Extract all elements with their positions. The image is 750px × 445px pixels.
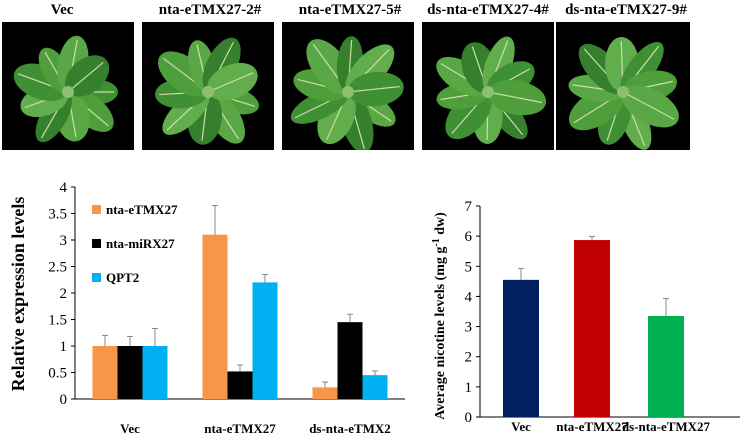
chart2-y-tick-label: 5	[465, 259, 473, 275]
chart1-legend-swatch	[92, 239, 101, 248]
chart1-bar	[337, 322, 363, 399]
photo-label-ds-nta-etmx27-9: ds-nta-eTMX27-9#	[565, 2, 687, 18]
chart2-y-tick-label: 3	[465, 320, 473, 336]
plant-photo-ds-nta-etmx27-4	[422, 22, 554, 150]
chart1-x-tick-label: Vec	[120, 421, 140, 436]
chart1-legend-label: nta-eTMX27	[106, 202, 178, 217]
chart1-bar	[202, 234, 228, 399]
chart2-bar	[648, 316, 684, 417]
leaf-vein	[347, 85, 400, 93]
chart1-y-tick-label: 3	[60, 233, 68, 249]
chart1-x-tick-label: ds-nta-eTMX2	[309, 421, 391, 436]
chart2-y-tick-label: 7	[465, 199, 473, 215]
chart1-bar	[117, 346, 143, 399]
leaf-vein	[207, 72, 254, 93]
chart2-x-tick-label: Vec	[511, 419, 531, 434]
chart1-y-tick-label: 0	[60, 392, 68, 408]
chart2-y-tick-label: 4	[465, 289, 473, 305]
photo-label-ds-nta-etmx27-4: ds-nta-eTMX27-4#	[427, 2, 549, 18]
chart2-y-axis-label: Average nicotine levels (mg g-1 dw)	[431, 212, 449, 420]
chart1-y-tick-label: 4	[60, 180, 68, 196]
chart1-legend-swatch	[92, 205, 101, 214]
plant-photo-nta-etmx27-5	[282, 22, 414, 150]
chart1-y-tick-label: 1	[60, 339, 68, 355]
chart1-bar	[312, 387, 338, 399]
plant-center	[482, 86, 494, 98]
chart1-bar	[252, 282, 278, 399]
leaf-vein	[67, 61, 104, 93]
chart2-x-tick-label: nta-eTMX27	[556, 419, 628, 434]
photo-label-vec: Vec	[50, 2, 74, 18]
chart1-y-tick-label: 3.5	[48, 207, 67, 223]
chart1-bar	[362, 375, 388, 399]
plant-photo-vec	[2, 22, 134, 150]
chart2-x-tick-label: ds-nta-eTMX27	[622, 419, 711, 434]
chart1-bar	[142, 346, 168, 399]
chart2-y-tick-label: 0	[465, 410, 473, 426]
chart1-y-tick-label: 1.5	[48, 313, 67, 329]
chart1-bar	[92, 346, 118, 399]
plant-center	[202, 86, 214, 98]
chart2-bar	[574, 240, 610, 417]
chart2-y-tick-label: 6	[465, 229, 473, 245]
plant-photo-nta-etmx27-2	[142, 22, 274, 150]
plant-center	[617, 86, 629, 98]
chart2-y-tick-label: 1	[465, 380, 473, 396]
chart1-y-axis-label: Relative expression levels	[8, 197, 28, 392]
chart2-bar	[503, 279, 539, 417]
chart2-y-tick-label: 2	[465, 350, 473, 366]
leaf-vein	[487, 91, 543, 104]
leaf-vein	[622, 91, 675, 120]
chart1-legend-label: nta-miRX27	[106, 236, 175, 251]
photo-label-nta-etmx27-2: nta-eTMX27-2#	[158, 2, 262, 18]
chart1-x-tick-label: nta-eTMX27	[204, 421, 276, 436]
chart1-legend-label: QPT2	[106, 270, 139, 285]
plant-photo-ds-nta-etmx27-9	[556, 22, 690, 150]
chart1-y-tick-label: 2.5	[48, 260, 67, 276]
chart1-y-tick-label: 2	[60, 286, 68, 302]
chart1-bar	[227, 371, 253, 399]
photo-label-nta-etmx27-5: nta-eTMX27-5#	[298, 2, 402, 18]
plant-center	[342, 86, 354, 98]
plant-center	[62, 86, 74, 98]
chart1-y-tick-label: 0.5	[48, 366, 67, 382]
chart1-legend-swatch	[92, 273, 101, 282]
